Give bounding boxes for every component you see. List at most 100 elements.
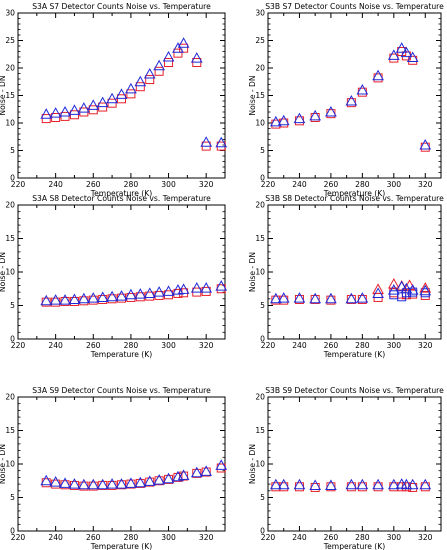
triangle-marker xyxy=(59,294,71,305)
x-tick-label: 240 xyxy=(292,341,307,350)
y-tick-label: 10 xyxy=(5,460,15,469)
x-tick-label: 300 xyxy=(387,341,402,350)
triangle-marker xyxy=(78,478,90,490)
square-marker xyxy=(154,476,164,486)
triangle-marker xyxy=(356,478,369,490)
y-tick-label: 0 xyxy=(260,335,265,344)
chart-panel: S3B S9 Detector Counts Noise vs. Tempera… xyxy=(248,386,444,550)
triangle-marker xyxy=(40,474,53,486)
triangle-marker xyxy=(419,478,432,490)
x-tick-label: 320 xyxy=(418,180,433,189)
triangle-marker xyxy=(387,49,400,60)
triangle-marker xyxy=(68,478,81,489)
square-marker xyxy=(98,480,108,490)
square-marker xyxy=(346,294,356,304)
square-marker xyxy=(164,474,174,484)
triangle-marker xyxy=(78,102,90,113)
triangle-marker xyxy=(162,472,175,484)
y-tick-label: 30 xyxy=(5,9,15,18)
square-marker xyxy=(126,479,136,489)
triangle-marker xyxy=(78,292,90,304)
x-tick-label: 280 xyxy=(124,341,139,350)
chart-title: S3B S8 Detector Counts Noise vs. Tempera… xyxy=(265,194,444,203)
triangle-marker xyxy=(49,476,62,487)
y-tick-label: 5 xyxy=(260,301,265,310)
triangle-marker xyxy=(277,478,290,490)
y-tick-label: 20 xyxy=(255,201,265,210)
y-tick-label: 20 xyxy=(5,393,15,402)
triangle-marker xyxy=(325,479,337,490)
y-tick-label: 10 xyxy=(255,119,265,128)
triangle-marker xyxy=(115,290,128,301)
chart-panel: S3B S7 Detector Counts Noise vs. Tempera… xyxy=(248,2,444,198)
triangle-marker xyxy=(293,478,306,490)
triangle-marker xyxy=(215,459,228,470)
x-tick-label: 280 xyxy=(355,533,370,542)
triangle-marker xyxy=(395,280,408,292)
y-tick-label: 0 xyxy=(260,174,265,183)
triangle-marker xyxy=(277,292,290,303)
x-tick-label: 320 xyxy=(199,180,214,189)
y-axis-label: Noise - DN xyxy=(248,444,257,484)
triangle-marker xyxy=(270,115,282,127)
triangle-marker xyxy=(419,282,432,293)
plot-frame xyxy=(267,396,442,532)
triangle-marker xyxy=(87,99,100,110)
y-tick-label: 20 xyxy=(5,64,15,73)
x-axis-label: Temperature (K) xyxy=(323,542,385,550)
square-marker xyxy=(164,58,174,67)
triangle-marker xyxy=(143,475,156,486)
triangle-marker xyxy=(325,105,337,117)
triangle-marker xyxy=(134,476,147,488)
y-tick-label: 5 xyxy=(10,146,15,155)
square-marker xyxy=(179,288,189,298)
triangle-marker xyxy=(372,69,384,81)
y-axis-label: Noise - DN xyxy=(248,252,257,292)
triangle-marker xyxy=(345,292,358,304)
triangle-marker xyxy=(143,68,156,79)
triangle-marker xyxy=(277,114,290,126)
y-tick-label: 20 xyxy=(5,201,15,210)
triangle-marker xyxy=(419,138,432,150)
triangle-marker xyxy=(270,292,282,304)
x-tick-label: 320 xyxy=(418,533,433,542)
square-marker xyxy=(216,141,226,151)
triangle-marker xyxy=(190,282,203,293)
square-marker xyxy=(389,290,399,300)
chart-title: S3A S9 Detector Counts Noise vs. Tempera… xyxy=(32,386,211,395)
triangle-marker xyxy=(96,96,109,108)
y-tick-label: 15 xyxy=(5,234,15,243)
triangle-marker xyxy=(200,282,213,293)
triangle-marker xyxy=(309,109,322,121)
y-tick-label: 30 xyxy=(255,9,265,18)
triangle-marker xyxy=(177,469,190,480)
triangle-marker xyxy=(293,292,306,303)
y-axis-label: Noise - DN xyxy=(0,75,7,115)
plot-frame xyxy=(17,12,226,179)
x-tick-label: 300 xyxy=(161,341,176,350)
chart-title: S3B S7 Detector Counts Noise vs. Tempera… xyxy=(265,2,444,11)
triangle-marker xyxy=(372,287,384,298)
y-tick-label: 15 xyxy=(5,91,15,100)
triangle-marker xyxy=(387,278,400,289)
triangle-marker xyxy=(293,112,306,124)
x-tick-label: 220 xyxy=(11,180,26,189)
triangle-marker xyxy=(68,293,81,304)
triangle-marker xyxy=(215,136,228,148)
square-marker xyxy=(117,480,126,490)
chart-title: S3A S7 Detector Counts Noise vs. Tempera… xyxy=(32,2,211,11)
triangle-marker xyxy=(87,478,100,490)
triangle-marker xyxy=(106,478,118,489)
y-tick-label: 10 xyxy=(255,460,265,469)
triangle-marker xyxy=(40,108,53,119)
triangle-marker xyxy=(106,290,118,302)
x-tick-label: 260 xyxy=(324,341,339,350)
x-tick-label: 260 xyxy=(86,180,101,189)
x-axis-label: Temperature (K) xyxy=(90,350,152,359)
square-marker xyxy=(179,471,189,481)
y-tick-label: 20 xyxy=(255,64,265,73)
y-tick-label: 5 xyxy=(10,301,15,310)
triangle-marker xyxy=(153,474,165,485)
triangle-marker xyxy=(356,83,369,95)
chart-panel: S3A S7 Detector Counts Noise vs. Tempera… xyxy=(0,2,228,198)
